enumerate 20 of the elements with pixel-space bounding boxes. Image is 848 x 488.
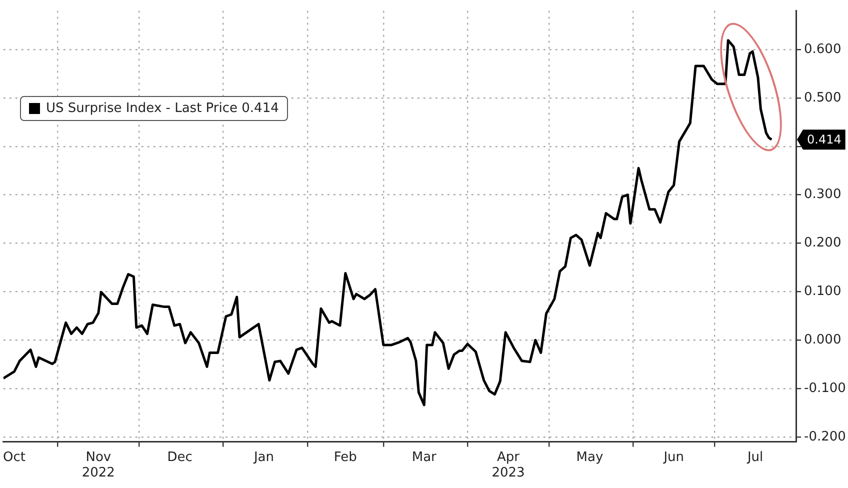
x-tick-label: Jul xyxy=(746,450,764,465)
x-tick-label: Jun xyxy=(662,450,684,465)
x-tick-label: Oct xyxy=(3,450,26,465)
y-tick-label: -0.100 xyxy=(804,380,846,396)
y-tick-label: 0.300 xyxy=(804,187,842,202)
legend-label: US Surprise Index - Last Price 0.414 xyxy=(46,101,279,116)
y-tick-label: 0.000 xyxy=(804,332,842,348)
y-tick-label: 0.100 xyxy=(804,284,842,300)
annotation: 0.414 xyxy=(807,132,842,147)
y-tick-label: 0.500 xyxy=(804,90,842,106)
x-tick-label: Apr 2023 xyxy=(492,450,525,481)
x-tick-label: Dec xyxy=(167,450,192,465)
x-tick-label: Mar xyxy=(412,450,438,465)
y-tick-label: -0.200 xyxy=(804,429,846,444)
x-tick-label: May xyxy=(576,450,604,465)
y-tick-label: 0.200 xyxy=(804,236,842,251)
x-tick-label: Jan xyxy=(252,450,274,465)
y-tick-label: 0.600 xyxy=(804,42,842,57)
x-tick-label: Feb xyxy=(334,450,357,465)
x-tick-label: Nov 2022 xyxy=(82,450,115,481)
